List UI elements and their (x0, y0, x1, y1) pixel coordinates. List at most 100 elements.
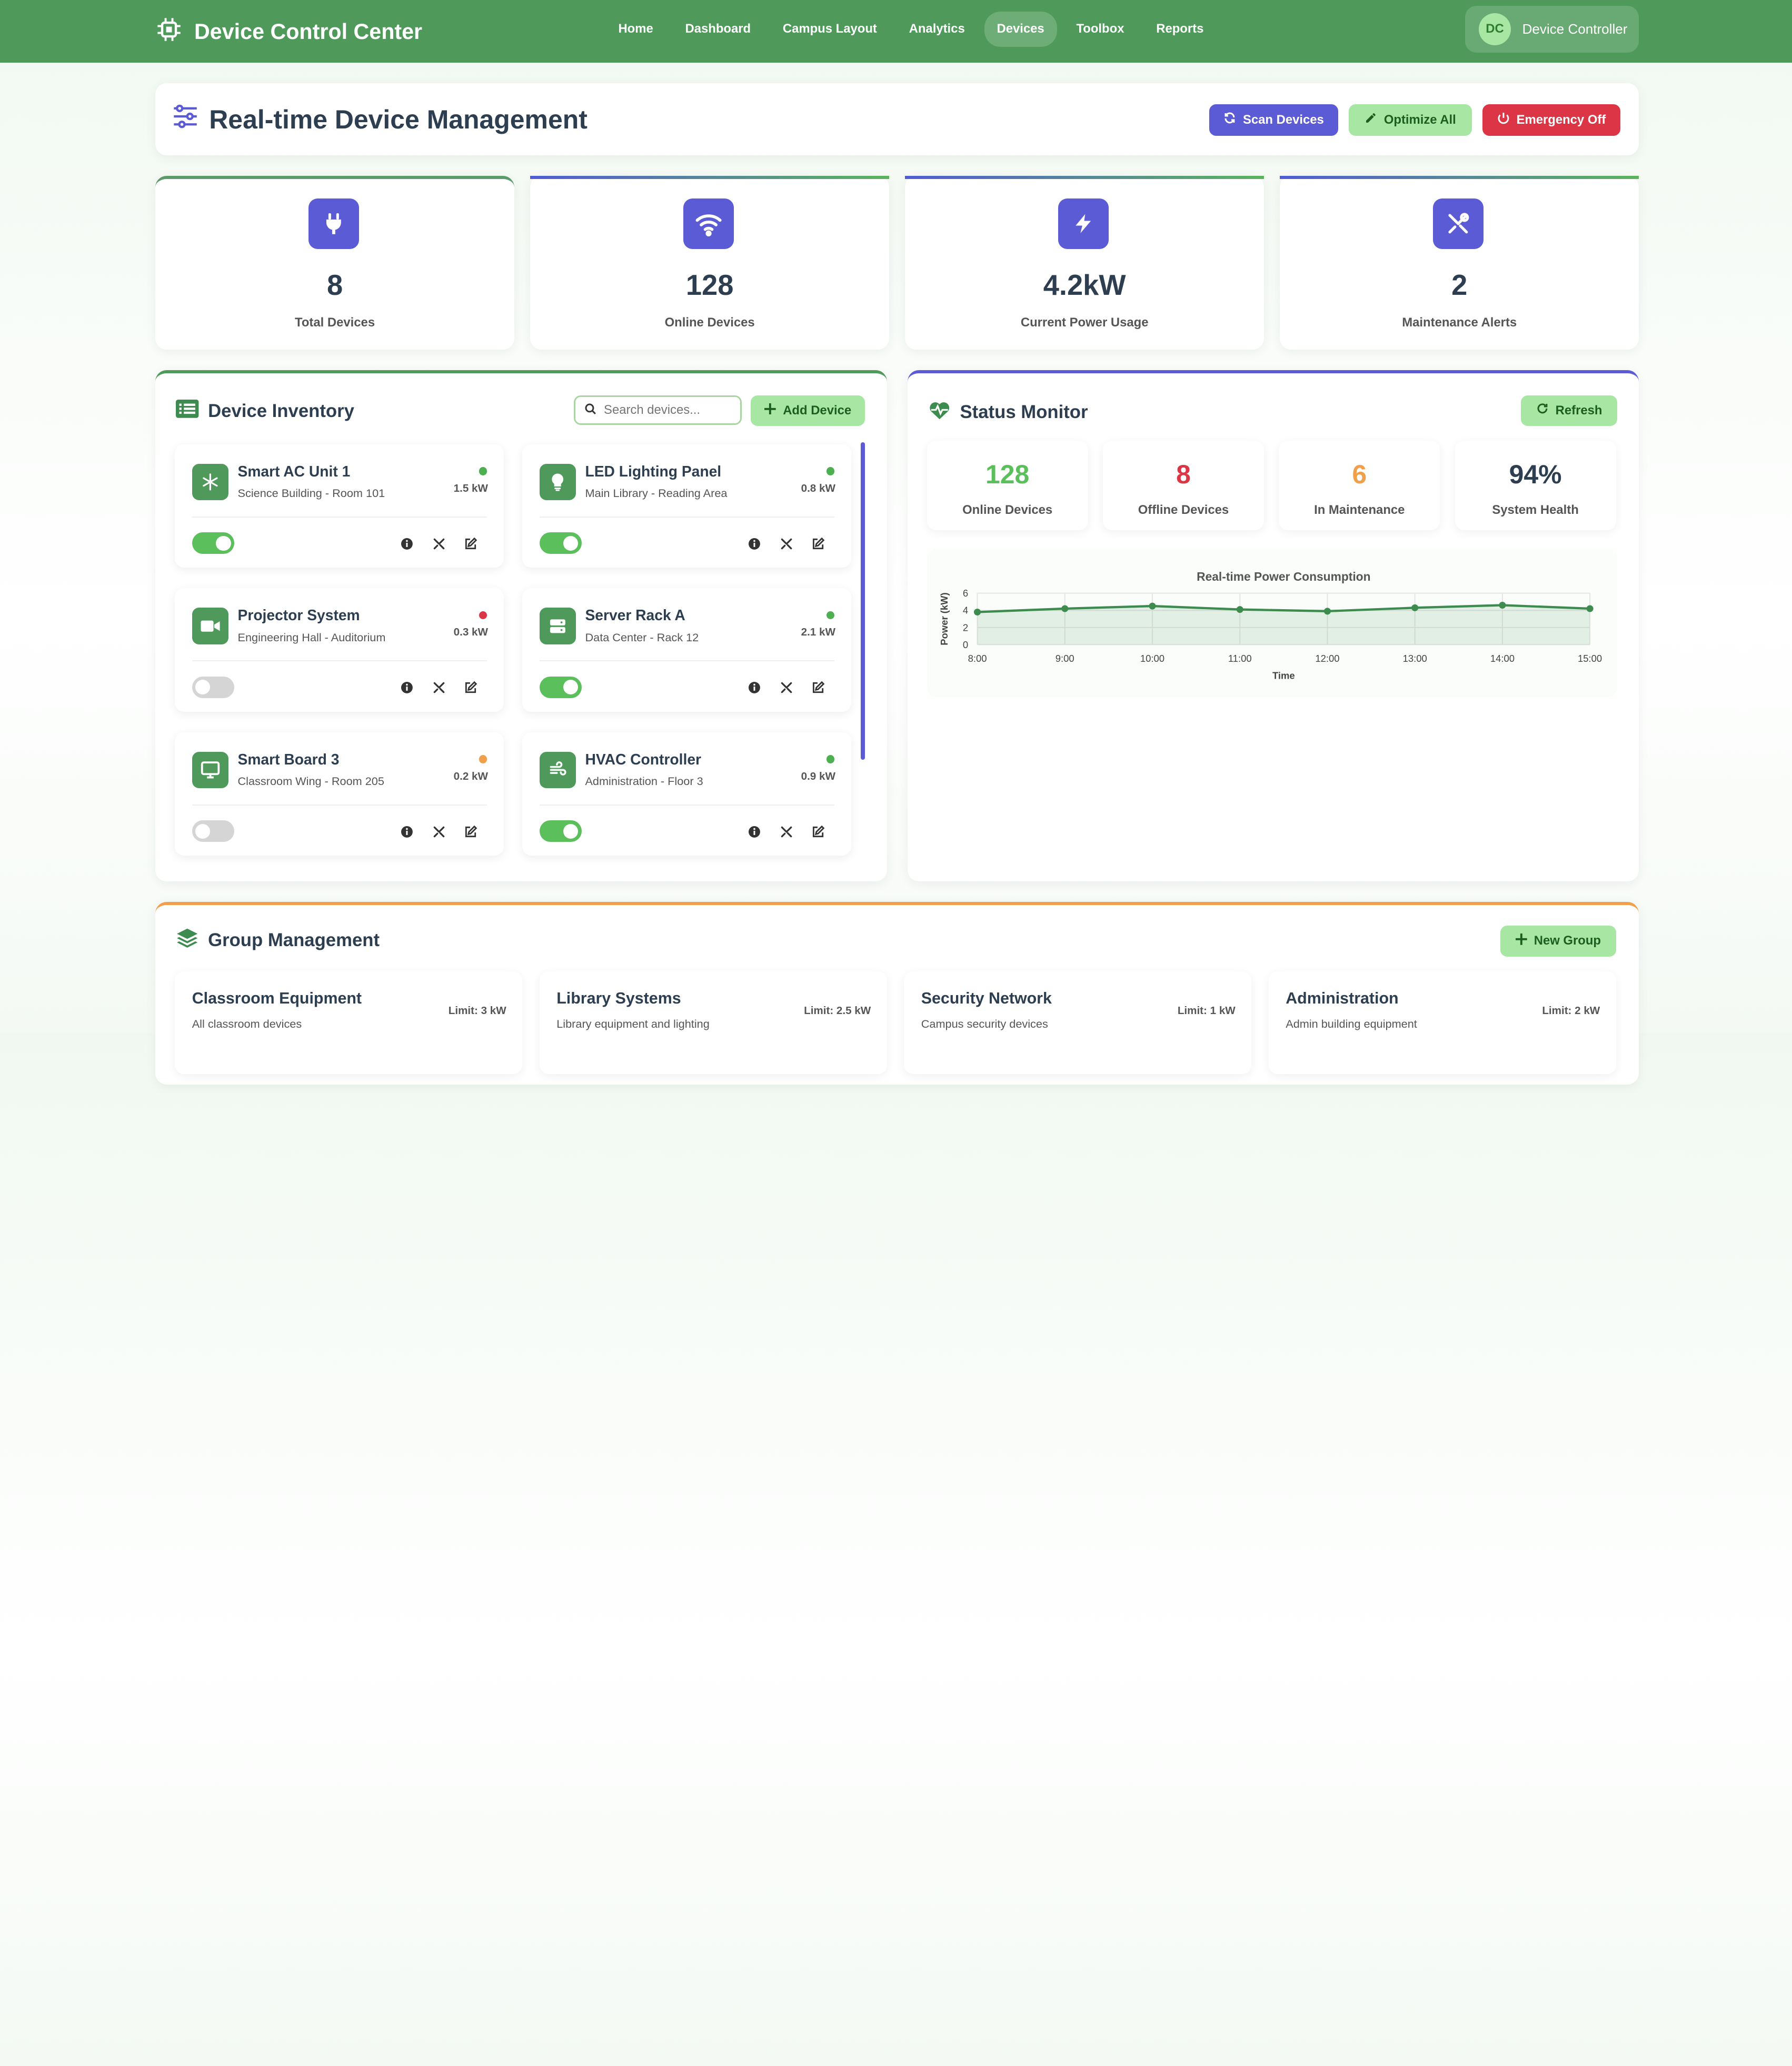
refresh-icon (1536, 402, 1549, 419)
device-card[interactable]: Smart Board 3 Classroom Wing - Room 205 0.… (175, 732, 504, 856)
power-toggle[interactable] (539, 532, 582, 554)
plus-icon (1516, 933, 1527, 949)
status-dot (826, 755, 834, 763)
edit-icon[interactable] (463, 824, 479, 840)
device-card[interactable]: LED Lighting Panel Main Library - Reading… (522, 444, 852, 568)
nav-dashboard[interactable]: Dashboard (685, 22, 751, 36)
group-card[interactable]: Library Systems Library equipment and li… (539, 971, 887, 1075)
plus-icon (764, 403, 776, 419)
power-chart-svg: Real-time Power Consumption 0 2 4 6 8:00 9:00 1… (939, 569, 1602, 681)
scan-devices-button[interactable]: Scan Devices (1209, 104, 1339, 136)
tools-icon[interactable] (431, 680, 446, 696)
power-toggle[interactable] (192, 532, 234, 554)
power-chart: Real-time Power Consumption 0 2 4 6 8:00 9:00 1… (927, 548, 1617, 697)
edit-icon[interactable] (810, 536, 826, 552)
info-icon[interactable] (746, 824, 762, 840)
device-name: Projector System (237, 607, 360, 624)
tools-icon[interactable] (778, 824, 794, 840)
tools-icon[interactable] (431, 536, 446, 552)
x-tick-label: 15:00 (1578, 652, 1602, 663)
status-dot (826, 467, 834, 475)
info-icon[interactable] (399, 680, 415, 696)
x-tick-label: 14:00 (1490, 652, 1514, 663)
power-toggle[interactable] (192, 820, 234, 842)
lightbulb-icon (539, 463, 576, 501)
edit-icon[interactable] (463, 680, 479, 696)
tools-icon[interactable] (778, 536, 794, 552)
nav-home[interactable]: Home (618, 22, 653, 36)
top-navbar: Device Control Center Home Dashboard Cam… (0, 0, 1792, 63)
device-card[interactable]: Smart AC Unit 1 Science Building - Room 1… (175, 444, 504, 568)
power-toggle[interactable] (539, 676, 582, 698)
info-icon[interactable] (746, 680, 762, 696)
avatar: DC (1479, 13, 1511, 45)
data-point (1586, 604, 1594, 612)
optimize-all-button[interactable]: Optimize All (1348, 104, 1472, 136)
new-group-button[interactable]: New Group (1500, 925, 1616, 957)
status-dot (479, 467, 487, 475)
device-name: Smart Board 3 (237, 750, 340, 768)
nav-campus-layout[interactable]: Campus Layout (782, 22, 877, 36)
divider (539, 804, 834, 806)
x-tick-label: 12:00 (1315, 652, 1339, 663)
group-card[interactable]: Administration Admin building equipment … (1268, 971, 1616, 1075)
section-title: Group Management (208, 930, 380, 950)
emergency-off-button[interactable]: Emergency Off (1482, 104, 1621, 136)
y-tick-label: 0 (962, 639, 968, 650)
plug-icon (308, 198, 359, 249)
user-menu[interactable]: DC Device Controller (1465, 5, 1639, 53)
power-toggle[interactable] (192, 676, 234, 698)
page-header: Real-time Device Management Scan Devices… (155, 83, 1639, 156)
nav-devices[interactable]: Devices (984, 11, 1057, 47)
chart-title: Real-time Power Consumption (1197, 569, 1370, 583)
data-point (1498, 601, 1506, 609)
stat-value: 2 (1451, 269, 1468, 301)
nav-toolbox[interactable]: Toolbox (1076, 22, 1124, 36)
device-inventory-panel: Device Inventory Add Device Smart AC Uni… (155, 370, 887, 881)
status-dot (826, 611, 834, 620)
stat-card-online-devices: 128 Online Devices (530, 176, 889, 350)
refresh-button[interactable]: Refresh (1521, 395, 1617, 426)
device-card[interactable]: HVAC Controller Administration - Floor 3 0… (522, 732, 852, 856)
device-power: 0.8 kW (801, 482, 835, 494)
search-icon (584, 400, 597, 420)
group-card[interactable]: Security Network Campus security devices… (904, 971, 1252, 1075)
info-icon[interactable] (746, 536, 762, 552)
main-nav: Home Dashboard Campus Layout Analytics D… (606, 11, 1217, 47)
tools-icon[interactable] (431, 824, 446, 840)
device-card[interactable]: Server Rack A Data Center - Rack 12 2.1 kW (522, 588, 852, 712)
nav-analytics[interactable]: Analytics (909, 22, 965, 36)
search-input[interactable] (604, 402, 730, 418)
power-toggle[interactable] (539, 820, 582, 842)
stat-value: 8 (326, 269, 343, 301)
data-point (973, 608, 981, 615)
info-icon[interactable] (399, 536, 415, 552)
group-card[interactable]: Classroom Equipment All classroom device… (175, 971, 523, 1075)
add-device-button[interactable]: Add Device (751, 395, 865, 426)
device-power: 0.3 kW (453, 626, 488, 639)
data-point (1323, 607, 1331, 614)
edit-icon[interactable] (463, 536, 479, 552)
device-location: Classroom Wing - Room 205 (237, 774, 384, 788)
data-point (1236, 605, 1243, 613)
stat-card-total-devices: 8 Total Devices (155, 176, 514, 350)
sync-icon (1223, 112, 1236, 128)
device-card[interactable]: Projector System Engineering Hall - Audit… (175, 588, 504, 712)
stat-card-maintenance-alerts: 2 Maintenance Alerts (1280, 176, 1639, 350)
x-tick-label: 11:00 (1228, 652, 1251, 663)
tools-icon[interactable] (778, 680, 794, 696)
info-icon[interactable] (399, 824, 415, 840)
brand[interactable]: Device Control Center (155, 16, 422, 48)
data-point (1411, 604, 1418, 611)
divider (539, 516, 834, 518)
edit-icon[interactable] (810, 680, 826, 696)
search-box[interactable] (573, 395, 742, 425)
monitor-icon (192, 751, 229, 789)
series-area (977, 604, 1590, 644)
device-location: Administration - Floor 3 (585, 774, 703, 788)
stat-card-power-usage: 4.2kW Current Power Usage (905, 176, 1264, 350)
scrollbar[interactable] (860, 442, 865, 760)
nav-reports[interactable]: Reports (1156, 22, 1204, 36)
device-name: Smart AC Unit 1 (237, 462, 351, 480)
edit-icon[interactable] (810, 824, 826, 840)
